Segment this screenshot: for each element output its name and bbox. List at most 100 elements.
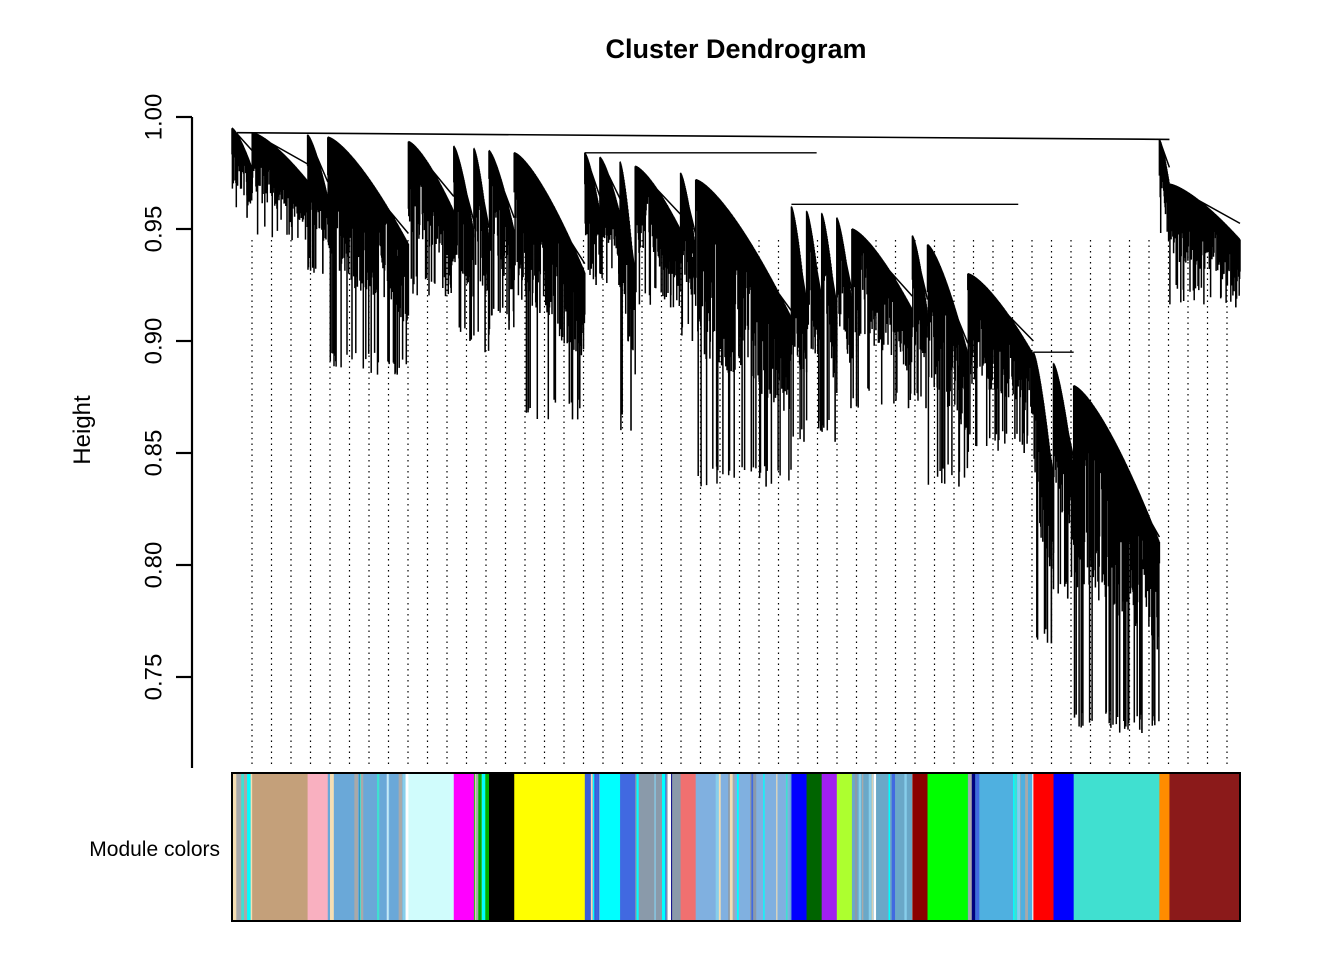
branch-grey-mix [634,165,682,308]
cluster-branch-grey-mix [634,165,682,308]
module-color-cyan [599,773,621,921]
cluster-branch-salmon4 [251,131,309,241]
module-color-lightpink [307,773,329,921]
module-stripe [1025,773,1028,921]
cluster-branch-brown [1168,183,1241,308]
branch-greenyellow [836,217,853,393]
module-color-black [489,773,515,921]
module-stripe [387,773,389,921]
branch-darkred [911,234,929,401]
branch-mixed-a [327,136,410,375]
module-stripe [1032,773,1034,921]
cluster-branch-black [488,149,515,330]
cluster-branch-yellow [513,152,586,420]
module-stripe [402,773,407,921]
module-stripe [359,773,364,921]
module-color-blue [791,773,808,921]
module-color-yellow [514,773,586,921]
branch-brown [1168,183,1241,305]
module-stripe [405,773,410,921]
branch-darkgreen [805,210,823,429]
cluster-branch-lightpink [306,134,329,274]
branch-purple [820,212,838,432]
module-stripe [753,773,757,921]
branch-red [1032,351,1055,643]
cluster-branch-turquoise [1072,385,1161,733]
y-tick-label: 0.75 [140,654,167,701]
y-tick-label: 0.95 [140,206,167,253]
cluster-branch-blue [790,205,808,442]
module-stripe [717,773,721,921]
module-color-purple [821,773,838,921]
branch-black [488,149,515,329]
module-bar-border [231,772,1241,922]
cluster-branch-green-mix [473,147,490,353]
branch-steelblue-mix [851,228,914,408]
module-stripe [661,773,666,921]
module-stripe [904,773,907,921]
module-stripe [728,773,732,921]
module-stripe [736,773,739,921]
module-stripe [975,773,980,921]
cluster-branch-greenyellow [836,217,853,409]
y-tick-label: 0.80 [140,542,167,589]
module-stripe [654,773,656,921]
module-stripe [329,773,334,921]
module-stripe [398,773,403,921]
y-tick-label: 0.85 [140,430,167,477]
cluster-branch-darkred [911,234,929,409]
module-stripe [359,773,361,921]
root-merge [237,131,1170,141]
module-color-greenyellow [836,773,853,921]
module-stripe [971,773,976,921]
module-stripe [968,773,972,921]
branch-green [926,243,969,485]
cluster-branch-salmon [679,172,697,341]
module-color-darkred [912,773,929,921]
module-stripe [247,773,251,921]
branch-darkgrey [231,127,253,208]
module-color-darkgreen [806,773,823,921]
branch-salmon4 [251,131,309,240]
cluster-branch-royalblue [619,161,636,431]
branch-cyan [599,156,621,283]
module-stripe [732,773,735,921]
module-color-lightcyan [408,773,455,921]
module-color-red [1033,773,1055,921]
module-stripe [232,773,237,921]
cluster-branch-red [1032,351,1055,644]
branch-turquoise [1072,385,1161,733]
module-stripe [715,773,719,921]
module-stripe [789,773,792,921]
branch-salmon [679,172,697,336]
module-stripe [858,773,862,921]
module-color-green [927,773,969,921]
module-stripe [596,773,598,921]
module-color-skyblue-mix [695,773,792,921]
branch-skyblue-mix [694,178,793,487]
cluster-branch-magenta [453,145,475,341]
branch-lightcyan [407,140,455,296]
cluster-branch-lightblue-mix [967,273,1035,453]
cluster-branch-cyan [599,156,621,285]
branch-royalblue [619,161,636,431]
module-color-royalblue [620,773,636,921]
cluster-branch-darkgreen [805,210,823,431]
cluster-branch-skyblue-mix [694,178,793,487]
module-color-magenta [453,773,475,921]
module-stripe [776,773,778,921]
module-stripe [729,773,733,921]
branch-blue2 [1052,362,1075,594]
module-stripe [871,773,873,921]
module-stripe [241,773,245,921]
module-stripe [592,773,595,921]
module-stripe [861,773,864,921]
module-color-grey-mix [635,773,682,921]
cluster-branch-darkgrey [231,127,253,218]
module-stripe [1014,773,1017,921]
module-stripe [250,773,254,921]
cluster-branch-blue2 [1052,362,1075,599]
module-color-bar [231,772,1241,922]
branch-lightpink [306,134,329,273]
